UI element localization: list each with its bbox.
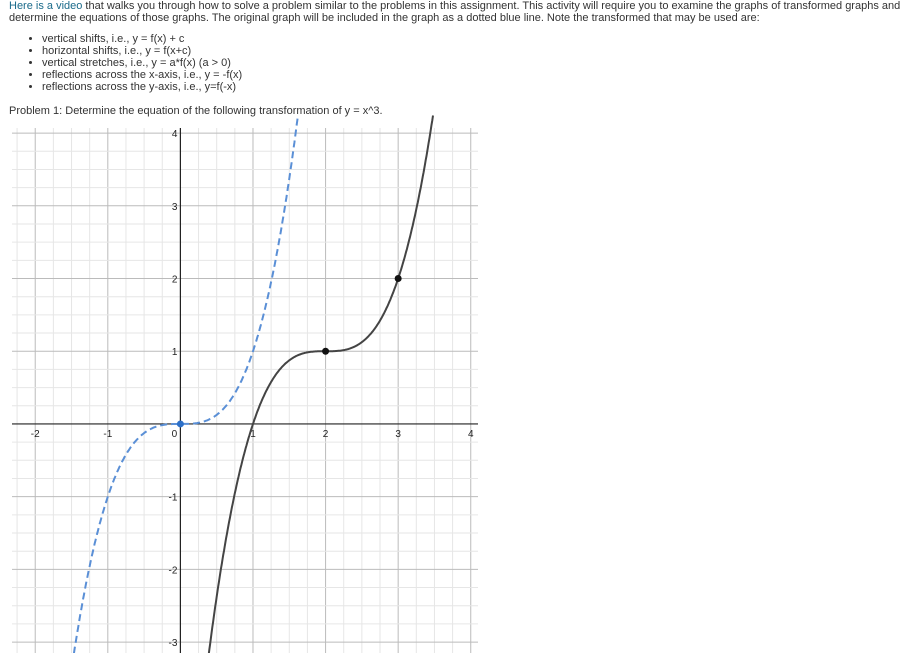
x-tick-label: 4 bbox=[468, 429, 474, 440]
transformed-curve bbox=[207, 115, 434, 653]
x-tick-label: 2 bbox=[323, 429, 329, 440]
x-tick-label: 0 bbox=[172, 429, 178, 440]
y-tick-label: -3 bbox=[168, 638, 177, 649]
list-item: reflections across the x-axis, i.e., y =… bbox=[42, 69, 242, 81]
y-tick-label: 4 bbox=[172, 129, 178, 140]
video-link[interactable]: Here is a video bbox=[9, 0, 83, 12]
curve-point bbox=[176, 420, 184, 428]
problem-text: Problem 1: Determine the equation of the… bbox=[9, 105, 383, 117]
x-tick-label: -2 bbox=[31, 429, 40, 440]
original-curve bbox=[72, 114, 299, 653]
list-item: vertical stretches, i.e., y = a*f(x) (a … bbox=[42, 57, 242, 69]
transform-list: vertical shifts, i.e., y = f(x) + c hori… bbox=[9, 33, 242, 93]
curve-point bbox=[394, 275, 402, 283]
x-tick-label: 3 bbox=[395, 429, 401, 440]
list-item: horizontal shifts, i.e., y = f(x+c) bbox=[42, 45, 242, 57]
y-tick-label: 3 bbox=[172, 202, 178, 213]
curve-point bbox=[322, 347, 330, 355]
list-item: vertical shifts, i.e., y = f(x) + c bbox=[42, 33, 242, 45]
intro-text: Here is a video that walks you through h… bbox=[9, 0, 901, 24]
list-item: reflections across the y-axis, i.e., y=f… bbox=[42, 81, 242, 93]
y-tick-label: -2 bbox=[168, 565, 177, 576]
y-tick-label: 2 bbox=[172, 275, 178, 286]
y-tick-label: 1 bbox=[172, 347, 178, 358]
x-tick-label: 1 bbox=[250, 429, 256, 440]
x-tick-label: -1 bbox=[103, 429, 112, 440]
y-tick-label: -1 bbox=[168, 493, 177, 504]
